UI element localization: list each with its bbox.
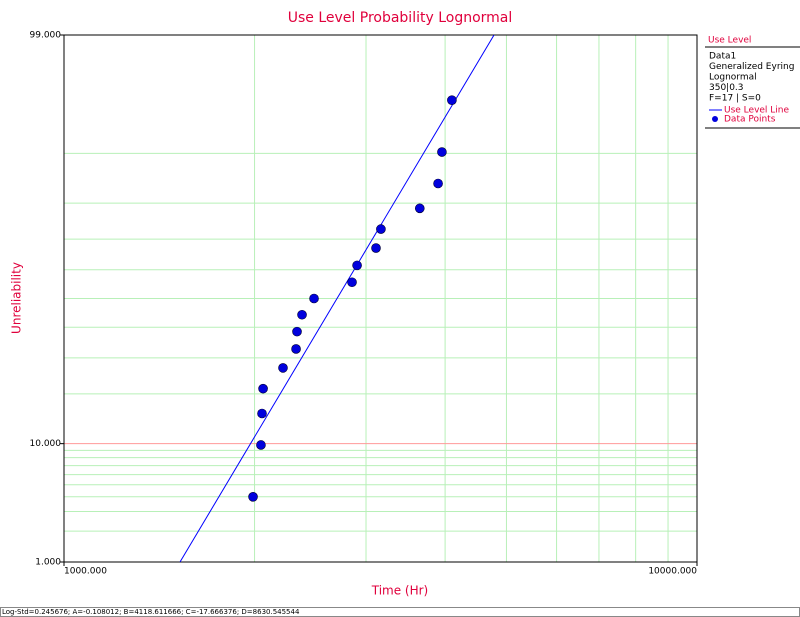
chart-title: Use Level Probability Lognormal [288, 10, 513, 26]
data-point [309, 293, 319, 304]
legend-label: Use Level Line [724, 106, 790, 116]
x-axis-label: Time (Hr) [371, 584, 429, 598]
legend-text: Lognormal [709, 73, 757, 83]
legend-title: Use Level [708, 36, 751, 46]
data-point [292, 326, 302, 337]
data-point [258, 383, 268, 394]
data-point [433, 178, 443, 189]
legend-text: Data1 [709, 52, 736, 62]
status-text: Log-Std=0.245676; A=-0.108012; B=4118.61… [2, 608, 300, 616]
legend-text: F=17 | S=0 [709, 94, 761, 104]
data-point [414, 203, 425, 214]
y-axis-label: Unreliability [10, 262, 24, 334]
data-point [257, 408, 267, 419]
data-point [297, 309, 307, 320]
y-tick-label: 1.000 [35, 558, 61, 568]
plot-frame [63, 34, 698, 563]
data-point [278, 363, 288, 373]
data-point [376, 224, 386, 234]
data-point [437, 147, 447, 157]
data-point [347, 277, 357, 288]
use-level-line [179, 35, 495, 562]
data-point [248, 491, 258, 502]
legend-label: Data Points [724, 115, 776, 125]
data-point [447, 95, 457, 106]
y-tick-label: 10.000 [30, 439, 62, 449]
legend-text: Generalized Eyring [709, 62, 794, 72]
x-tick-label: 1000.000 [64, 567, 107, 577]
data-point [352, 260, 362, 271]
x-tick-label: 10000.000 [648, 567, 697, 577]
data-point [291, 344, 301, 354]
data-point [371, 243, 381, 253]
legend-text: 350|0.3 [709, 83, 744, 93]
y-tick-label: 99.000 [30, 31, 62, 41]
legend-swatch [712, 116, 718, 122]
data-point [256, 440, 266, 450]
